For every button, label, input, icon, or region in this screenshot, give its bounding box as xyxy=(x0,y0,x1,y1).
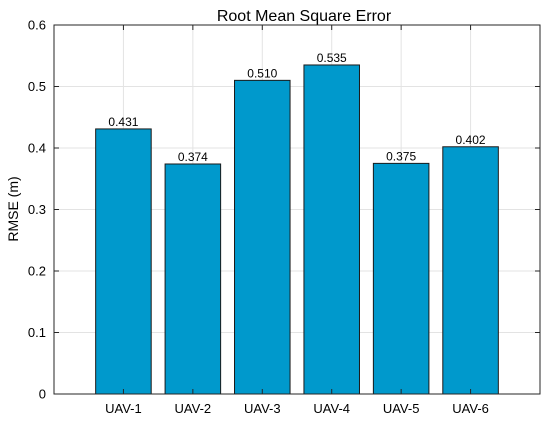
data-label: 0.431 xyxy=(108,115,138,129)
data-label: 0.402 xyxy=(456,133,486,147)
x-tick-label: UAV-6 xyxy=(452,401,489,416)
data-label: 0.374 xyxy=(178,150,208,164)
bars xyxy=(95,64,499,395)
tick-labels: 0 0.1 0.2 0.3 0.4 0.5 0.6 UAV-1 UAV-2 UAV-3 UAV-4 U… xyxy=(28,18,489,417)
bar-uav-2 xyxy=(164,163,222,395)
data-label: 0.375 xyxy=(386,149,416,163)
data-label: 0.535 xyxy=(317,51,347,65)
bar-uav-6 xyxy=(442,146,499,395)
y-axis-label: RMSE (m) xyxy=(5,176,21,241)
axes xyxy=(53,24,541,395)
data-labels: 0.431 0.374 0.510 0.535 0.375 0.402 xyxy=(108,51,485,164)
y-tick-label: 0.6 xyxy=(28,18,46,33)
bar-uav-3 xyxy=(234,79,291,395)
x-tick-label: UAV-4 xyxy=(313,401,350,416)
x-tick-label: UAV-3 xyxy=(244,401,281,416)
y-tick-label: 0.3 xyxy=(28,202,46,217)
x-tick-label: UAV-1 xyxy=(105,401,142,416)
bar-uav-4 xyxy=(303,64,360,395)
x-tick-label: UAV-5 xyxy=(383,401,420,416)
y-tick-label: 0.1 xyxy=(28,325,46,340)
y-tick-label: 0.4 xyxy=(28,141,46,156)
y-tick-label: 0.2 xyxy=(28,264,46,279)
y-tick-label: 0 xyxy=(39,387,46,402)
y-tick-label: 0.5 xyxy=(28,79,46,94)
chart-title: Root Mean Square Error xyxy=(217,8,392,25)
data-label: 0.510 xyxy=(247,66,277,80)
bar-uav-1 xyxy=(95,128,152,395)
x-tick-label: UAV-2 xyxy=(175,401,212,416)
bar-uav-5 xyxy=(372,162,430,395)
